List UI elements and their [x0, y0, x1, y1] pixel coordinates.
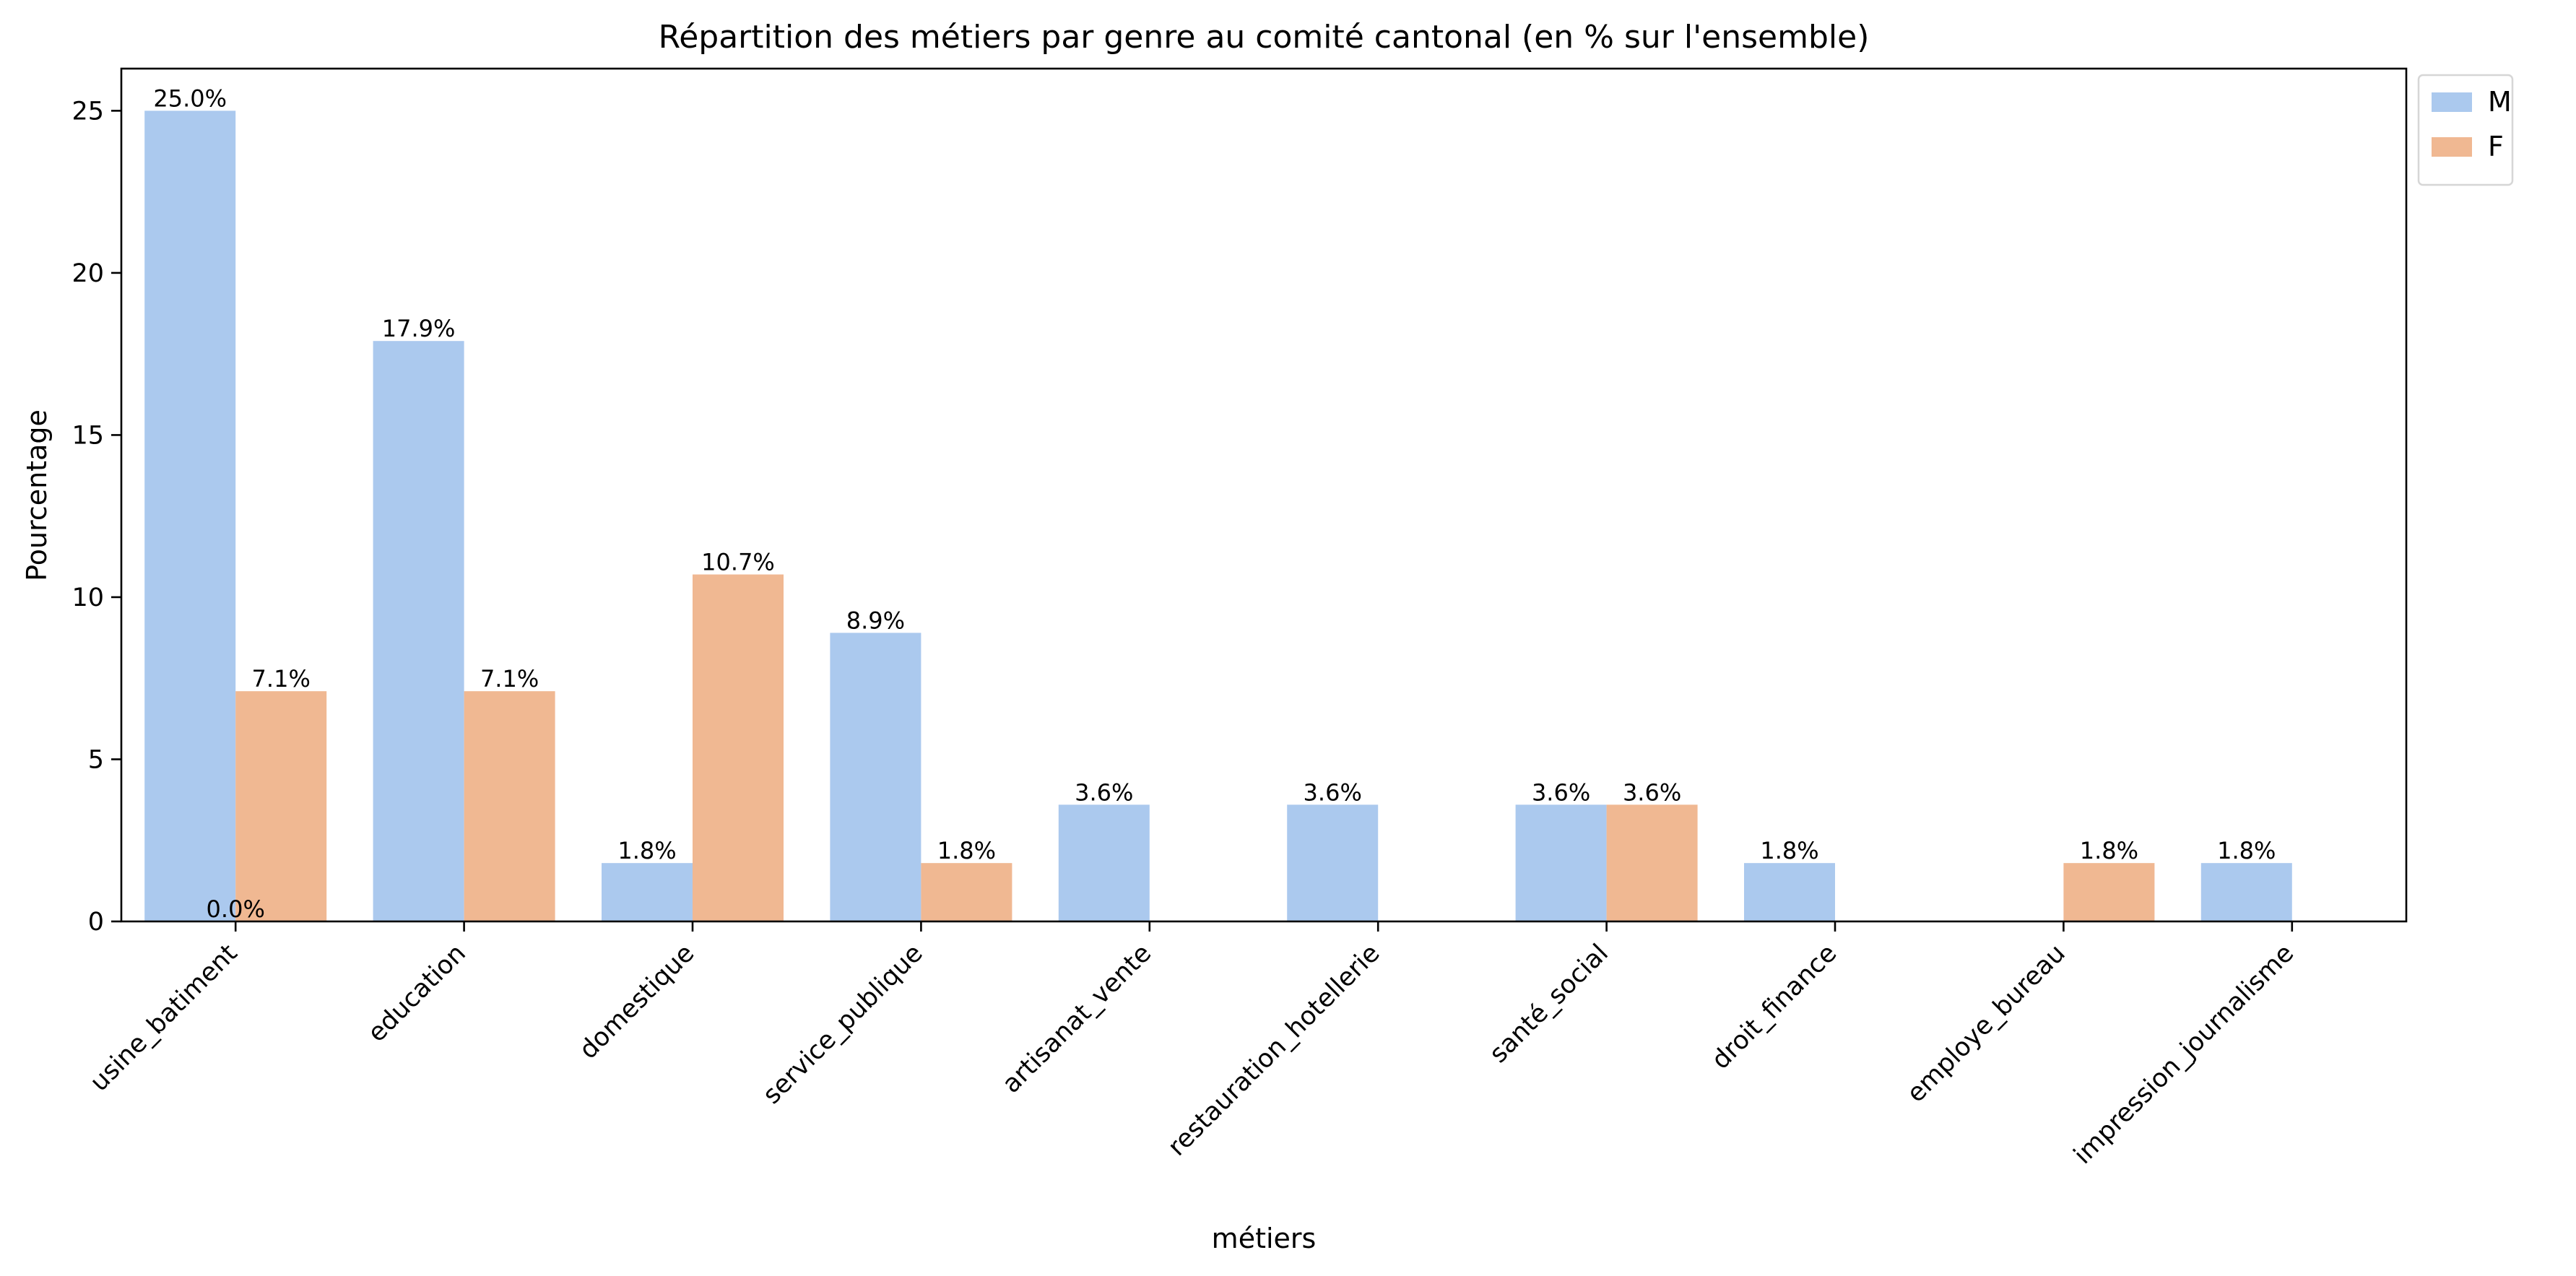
bar-m-droit-finance	[1744, 863, 1835, 921]
y-tick-label-20: 20	[71, 259, 104, 288]
y-tick-label-0: 0	[88, 908, 104, 937]
bar-f-education	[464, 691, 555, 921]
legend-label-f: F	[2488, 131, 2504, 162]
bar-m-service-publique	[830, 633, 921, 921]
y-tick-label-5: 5	[88, 745, 104, 774]
data-label-m-service-publique: 8.9%	[846, 607, 905, 634]
data-label-m-restauration-hotellerie: 3.6%	[1304, 778, 1362, 806]
bar-m-artisanat-vente	[1058, 804, 1150, 921]
legend-swatch-m	[2432, 92, 2472, 112]
x-tick-label-domestique: domestique	[574, 939, 701, 1065]
bar-m-impression-journalisme	[2200, 863, 2292, 921]
x-tick-label-service-publique: service_publique	[758, 939, 929, 1110]
x-tick-label-sante-social: santé_social	[1484, 939, 1614, 1069]
y-tick-label-10: 10	[71, 583, 104, 612]
data-label-f-employe-bureau: 1.8%	[2080, 837, 2138, 864]
legend-label-m: M	[2488, 86, 2512, 118]
x-axis: usine_batiment education domestique service…	[84, 921, 2299, 1170]
y-axis: 0 5 10 15 20 25	[71, 97, 121, 937]
y-tick-label-15: 15	[71, 421, 104, 450]
data-label-m-sante-social: 3.6%	[1532, 778, 1590, 806]
y-tick-label-25: 25	[71, 97, 104, 126]
bar-m-domestique	[602, 863, 693, 921]
bar-m-usine-batiment	[144, 110, 236, 921]
bar-f-sante-social	[1606, 804, 1698, 921]
bar-m-sante-social	[1515, 804, 1607, 921]
data-labels-group: 25.0% 17.9% 1.8% 8.9% 3.6% 3.6% 3.6% 1.8% 1.8% 7.…	[153, 84, 2276, 923]
data-label-m-impression-journalisme: 1.8%	[2217, 837, 2276, 864]
legend: MF	[2417, 74, 2514, 186]
x-axis-label: métiers	[1212, 1223, 1317, 1254]
bars-group	[144, 110, 2292, 921]
bar-f-employe-bureau	[2063, 863, 2155, 921]
chart-title: Répartition des métiers par genre au com…	[659, 19, 1870, 56]
data-label-m-domestique: 1.8%	[617, 837, 676, 864]
data-label-f-service-publique: 1.8%	[937, 837, 996, 864]
bar-f-domestique	[693, 574, 784, 921]
y-axis-label: Pourcentage	[21, 409, 53, 581]
bar-f-usine-batiment	[235, 691, 327, 921]
data-label-f-usine-batiment: 7.1%	[252, 665, 311, 693]
x-tick-label-education: education	[363, 939, 472, 1048]
bar-m-restauration-hotellerie	[1287, 804, 1379, 921]
data-label-extra-usine-batiment: 0.0%	[207, 895, 265, 923]
data-label-f-education: 7.1%	[480, 665, 539, 693]
bar-f-service-publique	[921, 863, 1012, 921]
data-label-m-usine-batiment: 25.0%	[153, 84, 227, 112]
x-tick-label-restauration-hotellerie: restauration_hotellerie	[1163, 939, 1386, 1162]
x-tick-label-droit-finance: droit_finance	[1707, 939, 1843, 1075]
data-label-f-domestique: 10.7%	[701, 549, 775, 576]
x-tick-label-employe-bureau: employe_bureau	[1901, 939, 2071, 1108]
data-label-m-education: 17.9%	[382, 315, 456, 342]
bar-m-education	[373, 341, 464, 921]
x-tick-label-impression-journalisme: impression_journalisme	[2068, 939, 2299, 1170]
plot-frame	[120, 67, 2408, 923]
data-label-m-droit-finance: 1.8%	[1760, 837, 1818, 864]
legend-swatch-f	[2432, 137, 2472, 157]
data-label-f-sante-social: 3.6%	[1623, 778, 1681, 806]
data-label-m-artisanat-vente: 3.6%	[1075, 778, 1133, 806]
x-tick-label-artisanat-vente: artisanat_vente	[997, 939, 1157, 1099]
x-tick-label-usine-batiment: usine_batiment	[84, 939, 243, 1097]
